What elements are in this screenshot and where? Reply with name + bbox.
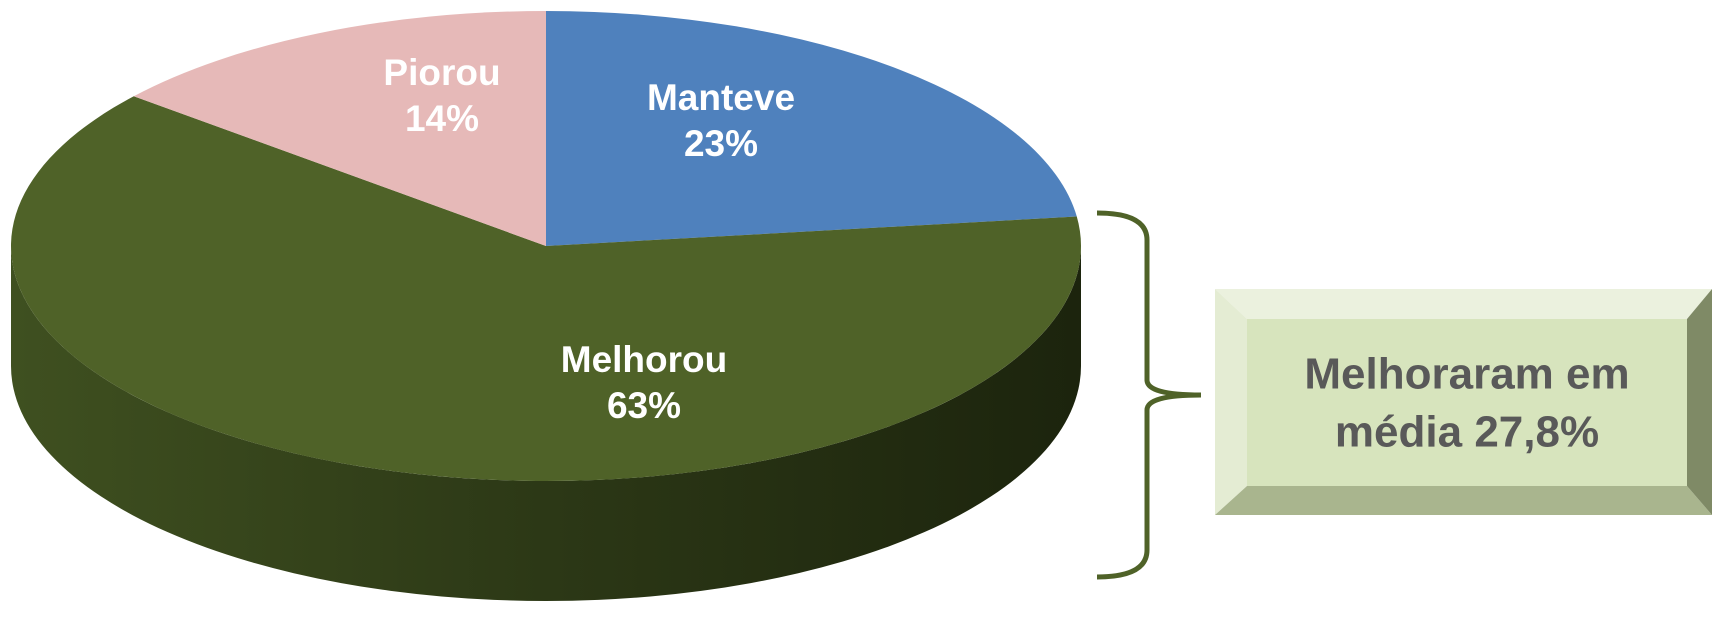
- pie-slice: [546, 11, 1077, 246]
- callout-face: [1247, 319, 1687, 486]
- bevel-left: [1215, 289, 1247, 515]
- pie-slice: [133, 11, 546, 246]
- pie-side: [11, 246, 1081, 601]
- bevel-bottom: [1215, 486, 1712, 515]
- callout-box: Melhoraram em média 27,8%: [1215, 289, 1712, 515]
- bevel-right: [1687, 289, 1712, 515]
- slice-label: Manteve: [647, 77, 795, 118]
- slice-value: 23%: [684, 123, 758, 164]
- pie: [11, 11, 1082, 601]
- slice-value: 14%: [405, 98, 479, 139]
- pie-slice: [11, 96, 1082, 481]
- slice-value: 63%: [607, 385, 681, 426]
- callout-text: média 27,8%: [1335, 408, 1599, 457]
- bracket: [1096, 210, 1202, 580]
- slice-label: Melhorou: [561, 339, 727, 380]
- slice-label: Piorou: [383, 52, 500, 93]
- bevel-top: [1215, 289, 1712, 319]
- callout-text: Melhoraram em: [1304, 350, 1629, 399]
